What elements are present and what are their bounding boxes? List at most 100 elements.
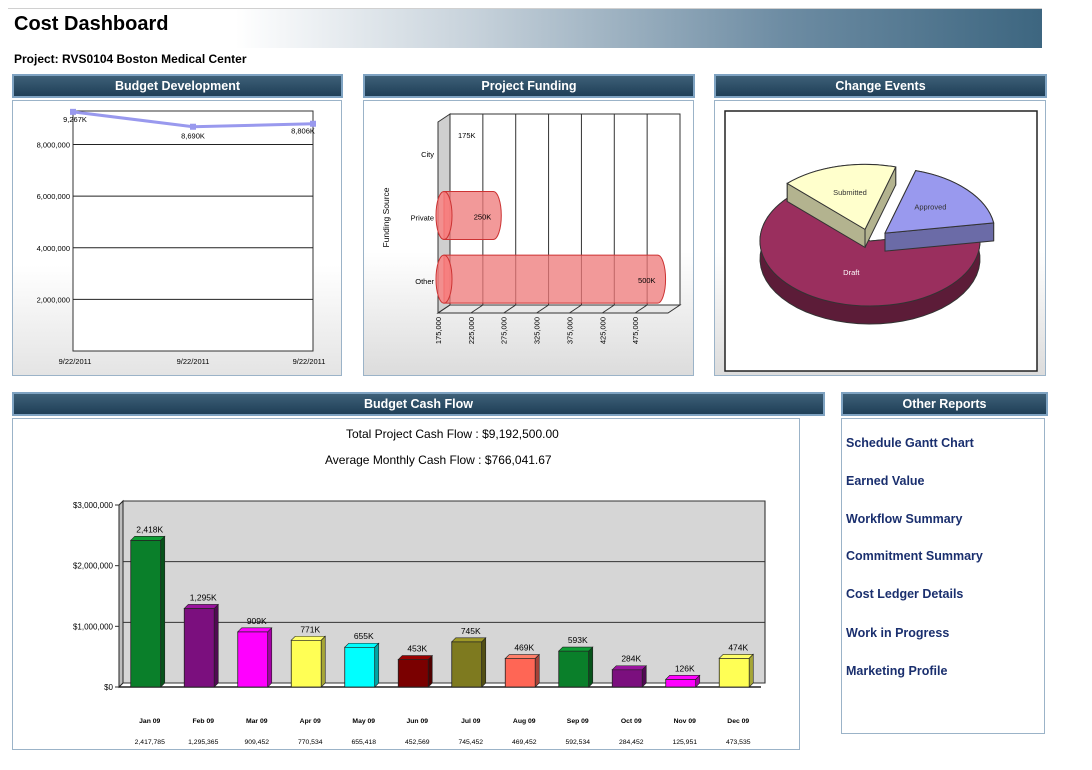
x-value-label: 473,535 bbox=[726, 739, 751, 746]
report-link-schedule-gantt-chart[interactable]: Schedule Gantt Chart bbox=[846, 436, 974, 450]
x-tick-label: Sep 09 bbox=[567, 718, 589, 725]
budget-development-title: Budget Development bbox=[12, 74, 343, 98]
pie-slice bbox=[786, 163, 897, 231]
data-label: 8,806K bbox=[291, 127, 315, 136]
cash-flow-bar bbox=[665, 678, 697, 688]
data-label: 655K bbox=[354, 631, 374, 641]
project-label: Project: RVS0104 Boston Medical Center bbox=[14, 52, 247, 66]
report-link-workflow-summary[interactable]: Workflow Summary bbox=[846, 512, 963, 526]
data-label: 593K bbox=[568, 635, 588, 645]
floor-gridline bbox=[470, 304, 484, 314]
report-link-marketing-profile[interactable]: Marketing Profile bbox=[846, 664, 948, 678]
report-link-cost-ledger-details[interactable]: Cost Ledger Details bbox=[846, 587, 964, 601]
cash-flow-bar-side bbox=[641, 665, 647, 688]
floor-gridline bbox=[634, 304, 648, 314]
x-tick-label: 9/22/2011 bbox=[177, 357, 210, 366]
floor-gridline bbox=[437, 304, 451, 314]
y-tick-label: $2,000,000 bbox=[73, 562, 114, 571]
change-events-panel: Draft Approved Submitted bbox=[714, 100, 1046, 376]
cash-flow-bar-side bbox=[160, 535, 166, 688]
total-cash-flow-value: $9,192,500.00 bbox=[482, 427, 559, 441]
cash-flow-bar-top bbox=[237, 627, 273, 633]
x-value-label: 592,534 bbox=[565, 739, 590, 746]
data-label: 469K bbox=[514, 643, 534, 653]
change-events-chart: Draft Approved Submitted bbox=[724, 110, 1038, 372]
data-point bbox=[310, 120, 316, 127]
budget-cash-flow-panel: Total Project Cash Flow : $9,192,500.00 … bbox=[12, 418, 800, 750]
cash-flow-bar-side bbox=[267, 627, 273, 688]
y-tick-label: $0 bbox=[104, 683, 113, 692]
funding-bar-cap bbox=[435, 254, 453, 304]
average-cash-flow-value: $766,041.67 bbox=[484, 453, 552, 467]
project-funding-panel: 175,000 225,000 275,000 325,000 375,000 425,0… bbox=[363, 100, 694, 376]
cash-flow-bar bbox=[504, 658, 536, 688]
cash-flow-bar-side bbox=[588, 646, 594, 688]
data-label: 284K bbox=[621, 654, 641, 664]
average-cash-flow: Average Monthly Cash Flow : $766,041.67 bbox=[325, 453, 552, 467]
cash-flow-bar bbox=[611, 669, 643, 688]
funding-bar bbox=[443, 254, 667, 304]
total-cash-flow-label: Total Project Cash Flow : bbox=[346, 427, 479, 441]
x-tick-label: 325,000 bbox=[533, 317, 542, 344]
data-label: 9,267K bbox=[63, 115, 87, 124]
data-label: 8,690K bbox=[181, 132, 205, 141]
cash-flow-bar-side bbox=[534, 653, 540, 688]
other-reports-title: Other Reports bbox=[841, 392, 1048, 416]
x-tick-label: 9/22/2011 bbox=[293, 357, 326, 366]
pie-slice bbox=[759, 194, 981, 307]
y-tick-label: $1,000,000 bbox=[73, 622, 114, 631]
cash-flow-bar-top bbox=[344, 642, 380, 648]
cash-flow-bar-side bbox=[481, 637, 487, 688]
x-value-label: 469,452 bbox=[512, 739, 537, 746]
data-point bbox=[190, 123, 196, 130]
average-cash-flow-label: Average Monthly Cash Flow : bbox=[325, 453, 482, 467]
x-tick-label: Apr 09 bbox=[300, 718, 321, 725]
x-tick-label: Feb 09 bbox=[192, 718, 214, 725]
cash-flow-bar bbox=[451, 641, 483, 688]
pie-slice bbox=[884, 170, 995, 234]
report-link-work-in-progress[interactable]: Work in Progress bbox=[846, 626, 950, 640]
data-label: 126K bbox=[675, 663, 695, 673]
cash-flow-bar-top bbox=[718, 653, 754, 659]
x-tick-label: 9/22/2011 bbox=[59, 357, 92, 366]
x-tick-label: Mar 09 bbox=[246, 718, 268, 725]
data-label: 771K bbox=[300, 624, 320, 634]
cash-flow-bar-top bbox=[290, 635, 326, 641]
cash-flow-bar bbox=[558, 650, 590, 688]
x-value-label: 745,452 bbox=[458, 739, 483, 746]
budget-development-chart: 2,000,000 4,000,000 6,000,000 8,000,000 9,26… bbox=[37, 108, 326, 366]
cash-flow-bar bbox=[344, 646, 376, 688]
x-tick-label: 275,000 bbox=[500, 317, 509, 344]
cash-flow-bar-side bbox=[695, 674, 701, 688]
plot-area bbox=[72, 110, 314, 352]
cash-flow-bar bbox=[237, 631, 269, 688]
report-link-earned-value[interactable]: Earned Value bbox=[846, 474, 925, 488]
x-tick-label: 475,000 bbox=[631, 317, 640, 344]
budget-development-panel: 2,000,000 4,000,000 6,000,000 8,000,000 9,26… bbox=[12, 100, 342, 376]
cash-flow-bar-side bbox=[748, 653, 754, 688]
data-label: 2,418K bbox=[136, 524, 163, 534]
data-point bbox=[70, 108, 76, 115]
x-value-label: 125,951 bbox=[672, 739, 697, 746]
x-tick-label: 175,000 bbox=[434, 317, 443, 344]
cash-flow-bar bbox=[290, 639, 322, 688]
project-funding-title: Project Funding bbox=[363, 74, 695, 98]
report-link-commitment-summary[interactable]: Commitment Summary bbox=[846, 549, 983, 563]
data-label: 250K bbox=[474, 213, 492, 222]
x-value-label: 655,418 bbox=[351, 739, 376, 746]
plot-area bbox=[122, 500, 766, 684]
y-tick-label: 8,000,000 bbox=[37, 141, 70, 150]
floor-gridline bbox=[602, 304, 615, 314]
y-tick-label: $3,000,000 bbox=[73, 501, 114, 510]
cash-flow-bar-top bbox=[611, 665, 647, 671]
cash-flow-bar-top bbox=[451, 637, 487, 643]
y-axis-title: Funding Source bbox=[381, 187, 391, 247]
x-tick-label: Jul 09 bbox=[461, 718, 480, 725]
x-value-label: 909,452 bbox=[244, 739, 269, 746]
cash-flow-bar bbox=[718, 657, 750, 688]
cash-flow-bar-side bbox=[320, 635, 326, 688]
x-tick-label: Dec 09 bbox=[727, 718, 749, 725]
x-value-label: 2,417,785 bbox=[135, 739, 165, 746]
funding-bar-cap bbox=[435, 191, 453, 240]
cash-flow-chart: $0 $1,000,000 $2,000,000 $3,000,000 2,418K Ja… bbox=[73, 499, 766, 746]
